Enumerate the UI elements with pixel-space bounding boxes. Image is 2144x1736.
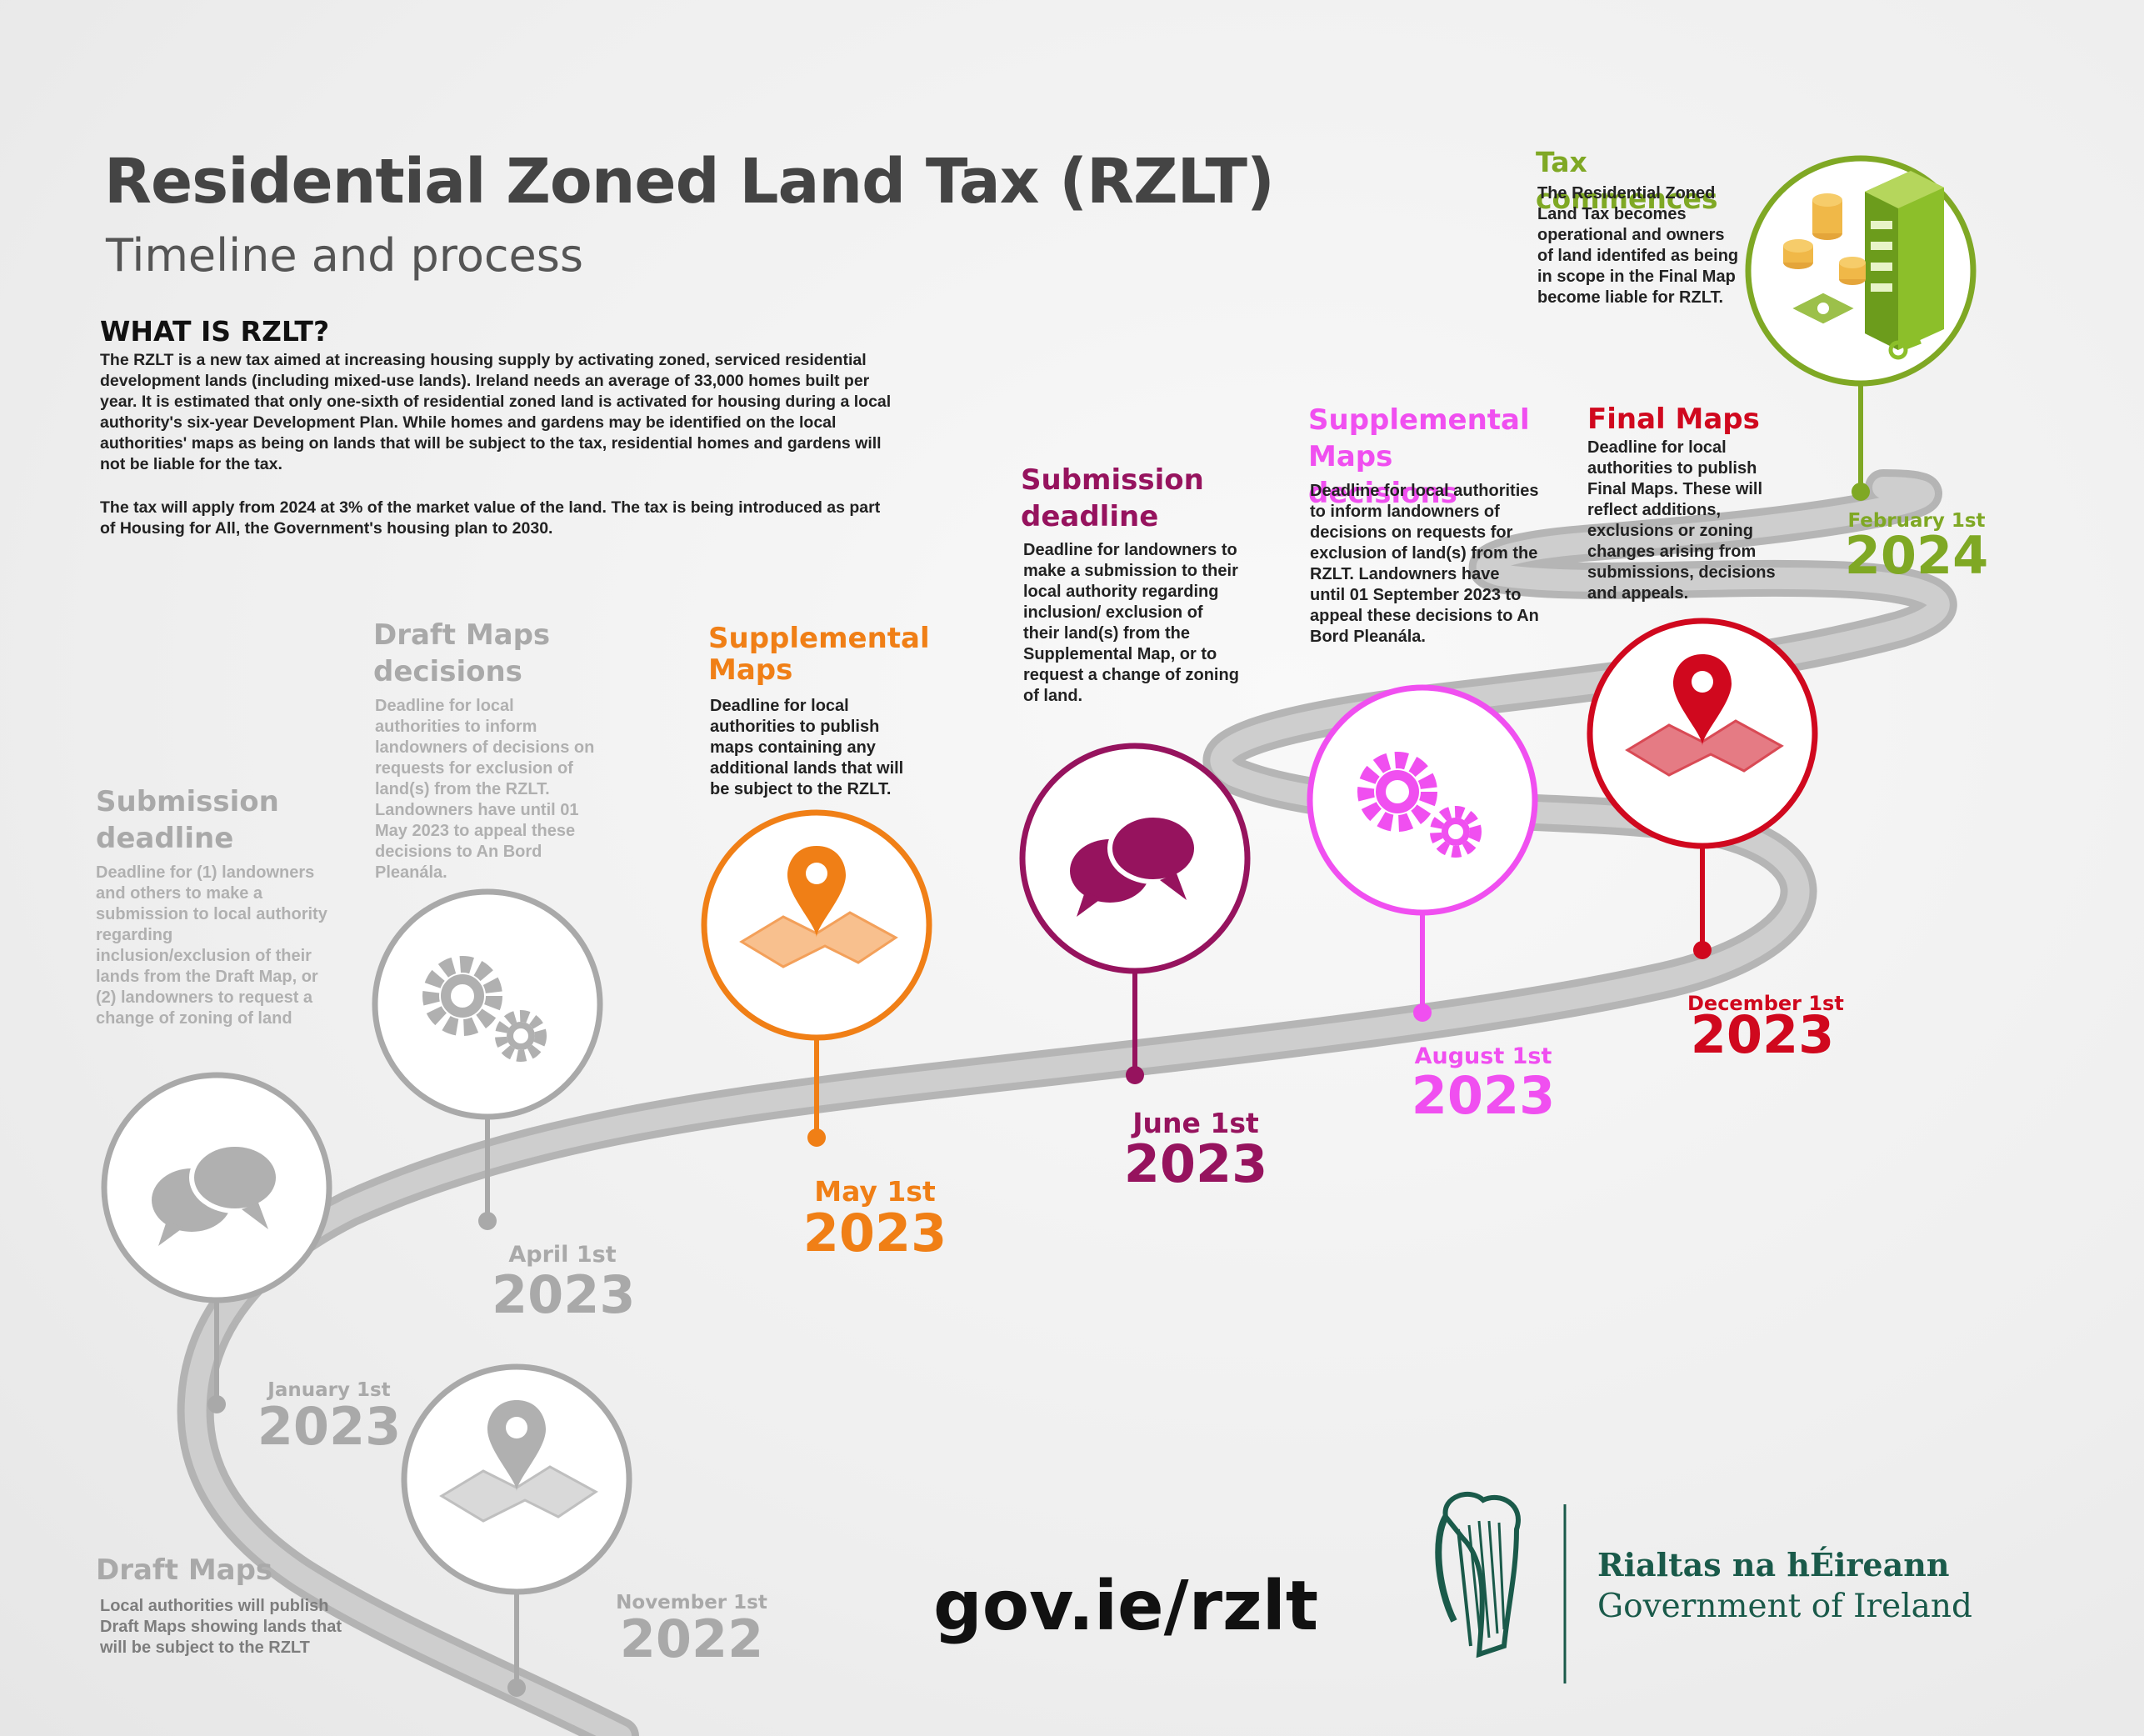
gov-name-english: Government of Ireland: [1597, 1588, 1973, 1625]
milestone-draft-maps: [401, 1363, 632, 1697]
map-pin-icon: [1625, 654, 1784, 777]
event-description: Deadline for local authorities to publis…: [1587, 438, 1776, 603]
milestone-supplemental-maps: [701, 809, 932, 1147]
event-year: 2022: [619, 1608, 764, 1669]
page-subtitle: Timeline and process: [106, 229, 584, 282]
event-year: 2023: [1690, 1004, 1835, 1065]
event-title: Submission deadline: [96, 785, 279, 855]
milestone-submission-deadline-2: [1019, 743, 1251, 1084]
event-year: 2023: [802, 1203, 947, 1263]
harp-logo: [1435, 1491, 1521, 1658]
event-date-label: April 1st: [508, 1242, 617, 1268]
building-coins-icon: [1783, 171, 1944, 360]
map-pin-icon: [439, 1400, 598, 1523]
event-year: 2023: [1411, 1065, 1556, 1126]
event-description: Deadline for landowners to make a submis…: [1023, 541, 1239, 705]
gears-icon: [1357, 752, 1482, 858]
event-year: 2024: [1844, 525, 1989, 586]
speech-bubbles-icon: [1070, 813, 1199, 917]
event-title: Final Maps: [1587, 403, 1760, 436]
gov-name-irish: Rialtas na hÉireann: [1597, 1546, 1950, 1583]
event-description: Deadline for local authorities to publis…: [710, 697, 904, 798]
map-pin-icon: [739, 846, 898, 968]
event-date-label: August 1st: [1414, 1043, 1552, 1069]
event-date-label: February 1st: [1847, 510, 1986, 532]
event-date-label: June 1st: [1132, 1107, 1259, 1139]
gears-icon: [422, 956, 547, 1062]
event-title: Supplemental Maps: [708, 622, 930, 687]
speech-bubbles-icon: [152, 1142, 281, 1246]
milestone-submission-deadline-1: [101, 1072, 332, 1413]
intro-paragraph-1: The RZLT is a new tax aimed at increasin…: [100, 351, 892, 473]
event-description: Local authorities will publish Draft Map…: [100, 1597, 342, 1657]
milestone-tax-commences: [1745, 155, 1977, 501]
event-year: 2023: [257, 1396, 402, 1457]
intro-heading: WHAT IS RZLT?: [100, 315, 330, 348]
milestone-draft-maps-decisions: [372, 888, 603, 1230]
page-title: Residential Zoned Land Tax (RZLT): [104, 146, 1275, 218]
event-description: Deadline for local authorities to inform…: [1310, 482, 1539, 646]
event-title: Draft Maps decisions: [373, 618, 551, 688]
milestone-supplemental-maps-decisions: [1307, 684, 1538, 1022]
event-year: 2023: [492, 1264, 636, 1325]
event-title: Supplemental Maps decisions: [1308, 403, 1530, 510]
event-date-label: November 1st: [616, 1592, 767, 1613]
website-url: gov.ie/rzlt: [933, 1567, 1319, 1646]
event-year: 2023: [1123, 1133, 1268, 1194]
event-title: Draft Maps: [96, 1553, 273, 1587]
event-description: Deadline for local authorities to inform…: [375, 697, 595, 882]
event-description: The Residential Zoned Land Tax becomes o…: [1537, 184, 1739, 307]
milestone-final-maps: [1587, 618, 1818, 959]
intro-paragraph-2: The tax will apply from 2024 at 3% of th…: [100, 498, 881, 538]
event-title: Tax commences: [1536, 146, 1718, 215]
event-date-label: January 1st: [267, 1379, 391, 1401]
event-description: Deadline for (1) landowners and others t…: [96, 863, 327, 1028]
event-date-label: May 1st: [814, 1175, 936, 1208]
event-date-label: December 1st: [1687, 992, 1844, 1015]
event-title: Submission deadline: [1021, 463, 1204, 533]
